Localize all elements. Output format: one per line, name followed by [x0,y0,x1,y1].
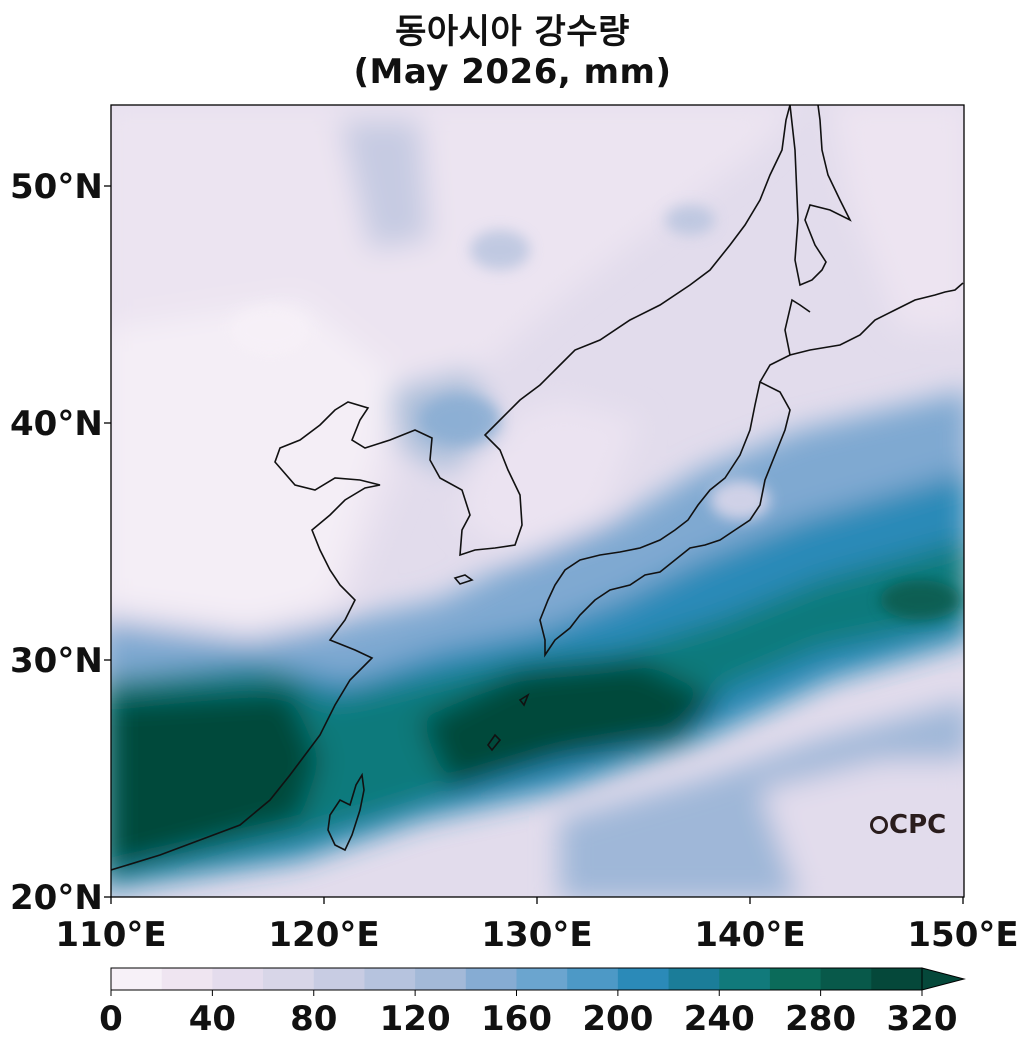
colorbar-segment [364,968,416,990]
colorbar-segment [161,968,213,990]
lat-label-50N: 50°N [10,167,103,207]
colorbar-tick-label: 120 [379,999,451,1039]
lat-label-30N: 30°N [10,641,103,681]
colorbar-segment [313,968,365,990]
colorbar-tick-label: 200 [582,999,654,1039]
colorbar-segment [820,968,872,990]
colorbar-segment [415,968,467,990]
cpc-logo-text: CPC [889,810,947,840]
lon-label-150E: 150°E [907,915,1019,955]
cpc-logo: CPC [870,810,946,840]
colorbar-segment [567,968,619,990]
lon-label-140E: 140°E [694,915,806,955]
map-title: 동아시아 강수량 [395,12,630,52]
colorbar-tick-label: 320 [886,999,958,1039]
colorbar-segment [871,968,923,990]
colorbar-segment [719,968,771,990]
colorbar-segment [617,968,670,990]
lon-label-130E: 130°E [481,915,593,955]
colorbar-tick-label: 280 [785,999,857,1039]
colorbar-tick-label: 240 [683,999,755,1039]
lat-label-40N: 40°N [10,404,103,444]
coastlines [111,105,964,871]
lat-label-20N: 20°N [10,878,103,918]
colorbar [110,967,966,996]
colorbar-tick-label: 160 [481,999,552,1039]
colorbar-segment [516,968,568,990]
colorbar-tick-label: 0 [99,999,123,1039]
colorbar-segment [212,968,264,990]
colorbar-tick-label: 40 [188,999,237,1039]
colorbar-extend-arrow [921,967,966,991]
cpc-logo-icon [870,816,888,834]
colorbar-tick-label: 80 [290,999,338,1039]
axis-ticks [104,185,964,904]
colorbar-segment [769,968,822,990]
lon-label-110E: 110°E [55,915,167,955]
colorbar-segment [263,968,315,990]
lon-label-120E: 120°E [268,915,380,955]
colorbar-segment [465,968,517,990]
colorbar-segment [668,968,720,990]
colorbar-segment [111,968,163,990]
precipitation-field [111,105,964,897]
map-subtitle: (May 2026, mm) [353,52,672,92]
